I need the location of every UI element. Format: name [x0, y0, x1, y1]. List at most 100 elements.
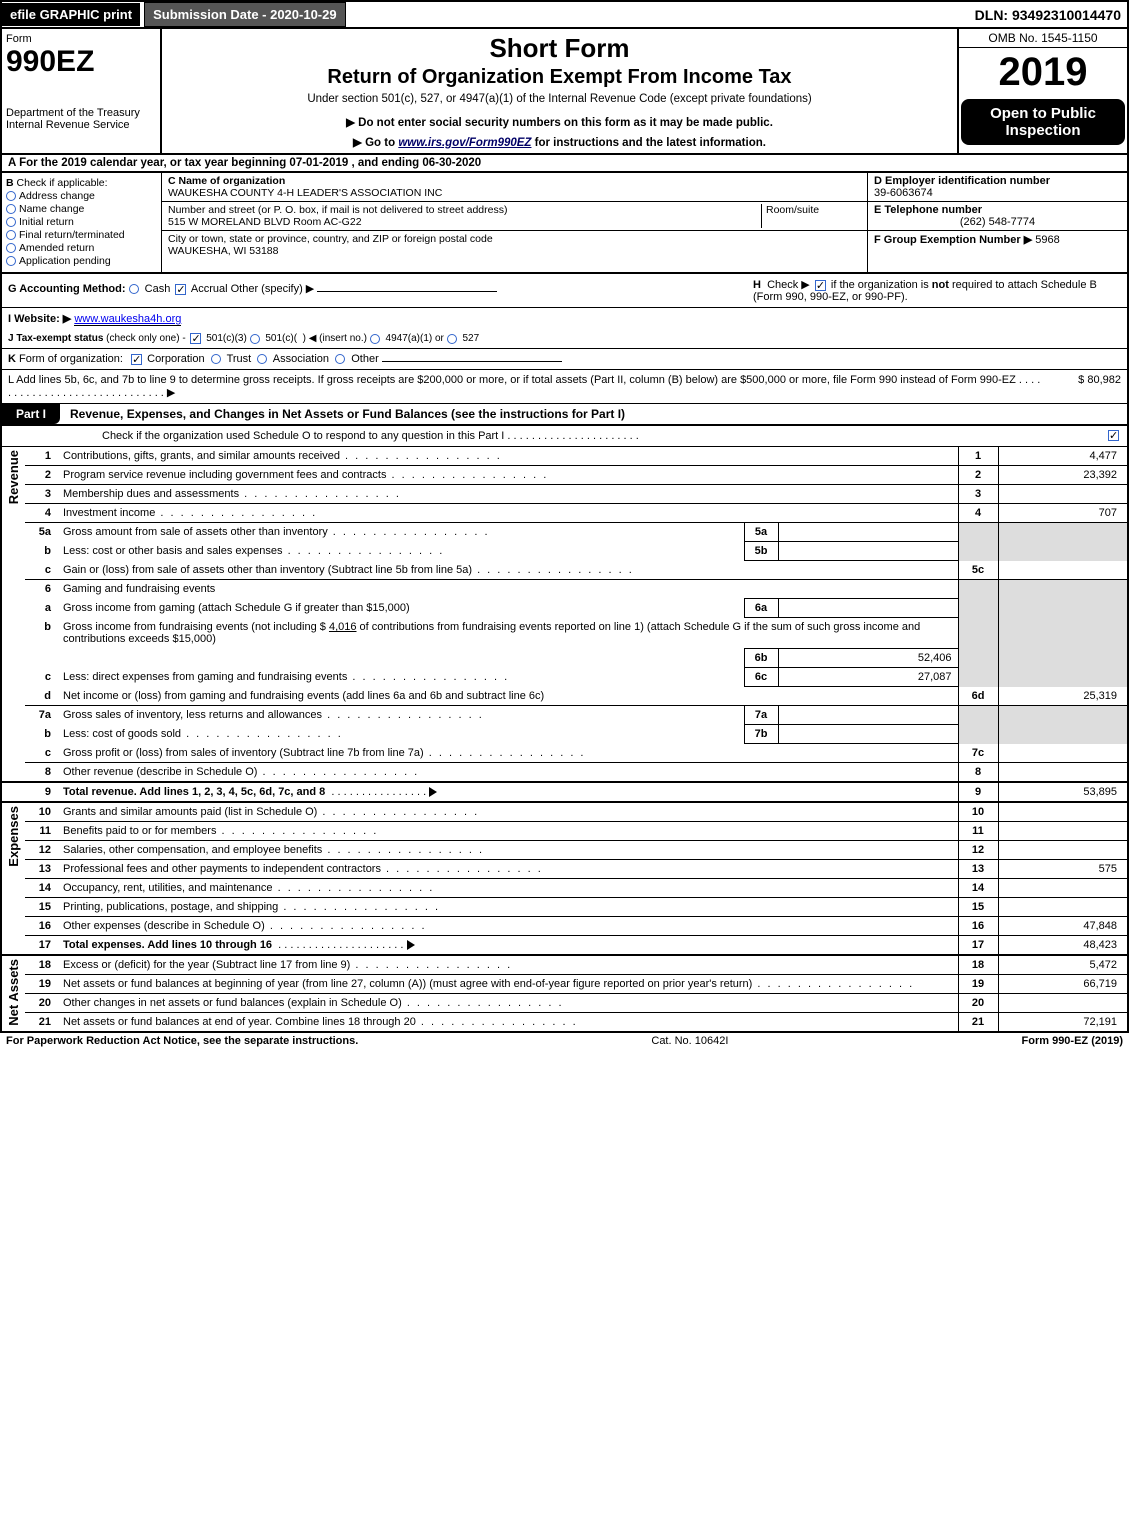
- chk-name-change[interactable]: Name change: [6, 203, 157, 215]
- chk-4947[interactable]: [370, 334, 380, 344]
- val-12: [998, 841, 1128, 860]
- val-14: [998, 879, 1128, 898]
- row-l: L Add lines 5b, 6c, and 7b to line 9 to …: [0, 369, 1129, 403]
- side-expenses: Expenses: [1, 802, 25, 955]
- chk-initial-return[interactable]: Initial return: [6, 216, 157, 228]
- val-21: 72,191: [998, 1013, 1128, 1033]
- side-revenue: Revenue: [1, 447, 25, 782]
- page-footer: For Paperwork Reduction Act Notice, see …: [0, 1033, 1129, 1049]
- row-gh: G Accounting Method: Cash Accrual Other …: [0, 274, 1129, 307]
- block-bcdef: B Check if applicable: Address change Na…: [0, 173, 1129, 274]
- val-3: [998, 485, 1128, 504]
- other-specify-input[interactable]: [317, 291, 497, 292]
- section-b: B Check if applicable: Address change Na…: [2, 173, 162, 272]
- row-h: H Check ▶ if the organization is not req…: [747, 274, 1127, 307]
- form-number: 990EZ: [6, 45, 156, 79]
- val-18: 5,472: [998, 955, 1128, 975]
- header-right: OMB No. 1545-1150 2019 Open to Public In…: [957, 29, 1127, 153]
- val-13: 575: [998, 860, 1128, 879]
- val-6d: 25,319: [998, 687, 1128, 706]
- goto-prefix: ▶ Go to: [353, 137, 398, 149]
- val-9: 53,895: [998, 782, 1128, 802]
- ein-value: 39-6063674: [874, 187, 1121, 199]
- val-11: [998, 822, 1128, 841]
- subtitle-goto: ▶ Go to www.irs.gov/Form990EZ for instru…: [170, 135, 949, 149]
- row-l-amount: $ 80,982: [1041, 374, 1121, 399]
- submission-date-button[interactable]: Submission Date - 2020-10-29: [144, 2, 346, 27]
- val-8: [998, 763, 1128, 783]
- chk-cash[interactable]: [129, 284, 139, 294]
- website-link[interactable]: www.waukesha4h.org: [74, 313, 181, 326]
- subtitle-code: Under section 501(c), 527, or 4947(a)(1)…: [170, 93, 949, 105]
- header-center: Short Form Return of Organization Exempt…: [162, 29, 957, 153]
- chk-schedule-o[interactable]: [1108, 430, 1119, 441]
- omb-number: OMB No. 1545-1150: [959, 29, 1127, 48]
- val-16: 47,848: [998, 917, 1128, 936]
- val-6b: 52,406: [778, 649, 958, 668]
- department-label: Department of the Treasury Internal Reve…: [6, 107, 156, 131]
- section-def: D Employer identification number 39-6063…: [867, 173, 1127, 272]
- part1-title: Revenue, Expenses, and Changes in Net As…: [60, 407, 1127, 421]
- chk-501c3[interactable]: [190, 333, 201, 344]
- row-a-tax-year: A For the 2019 calendar year, or tax yea…: [0, 155, 1129, 173]
- val-10: [998, 802, 1128, 822]
- val-15: [998, 898, 1128, 917]
- chk-501c[interactable]: [250, 334, 260, 344]
- row-i: I Website: ▶ www.waukesha4h.org: [0, 307, 1129, 329]
- tax-year: 2019: [959, 48, 1127, 97]
- val-2: 23,392: [998, 466, 1128, 485]
- chk-schedule-b[interactable]: [815, 280, 826, 291]
- part1-header: Part I Revenue, Expenses, and Changes in…: [0, 403, 1129, 426]
- phone-label: E Telephone number: [874, 204, 1121, 216]
- val-1: 4,477: [998, 447, 1128, 466]
- open-public-badge: Open to Public Inspection: [961, 99, 1125, 145]
- chk-application-pending[interactable]: Application pending: [6, 255, 157, 267]
- section-c: C Name of organization WAUKESHA COUNTY 4…: [162, 173, 867, 272]
- val-7b: [778, 725, 958, 744]
- chk-527[interactable]: [447, 334, 457, 344]
- website-label: I Website: ▶: [8, 313, 71, 325]
- chk-trust[interactable]: [211, 354, 221, 364]
- footer-left: For Paperwork Reduction Act Notice, see …: [6, 1035, 358, 1047]
- efile-print-button[interactable]: efile GRAPHIC print: [2, 3, 140, 26]
- arrow-icon: [407, 940, 415, 950]
- row-l-text: L Add lines 5b, 6c, and 7b to line 9 to …: [8, 374, 1041, 399]
- accounting-method-label: G Accounting Method:: [8, 283, 126, 295]
- chk-association[interactable]: [257, 354, 267, 364]
- line-6b-desc: Gross income from fundraising events (no…: [59, 618, 958, 649]
- section-b-label: B: [6, 177, 14, 189]
- row-k: K Form of organization: Corporation Trus…: [0, 348, 1129, 369]
- footer-right: Form 990-EZ (2019): [1022, 1035, 1123, 1047]
- part1-tab: Part I: [2, 404, 60, 424]
- title-return: Return of Organization Exempt From Incom…: [170, 66, 949, 89]
- val-6a: [778, 599, 958, 618]
- row-g: G Accounting Method: Cash Accrual Other …: [2, 274, 747, 307]
- part1-table: Revenue 1 Contributions, gifts, grants, …: [0, 447, 1129, 1033]
- chk-corporation[interactable]: [131, 354, 142, 365]
- irs-link[interactable]: www.irs.gov/Form990EZ: [398, 137, 531, 149]
- form-header: Form 990EZ Department of the Treasury In…: [0, 29, 1129, 155]
- room-suite-label: Room/suite: [761, 204, 861, 228]
- title-short-form: Short Form: [170, 33, 949, 64]
- addr-label: Number and street (or P. O. box, if mail…: [168, 204, 761, 216]
- chk-final-return[interactable]: Final return/terminated: [6, 229, 157, 241]
- val-5a: [778, 523, 958, 542]
- phone-value: (262) 548-7774: [874, 216, 1121, 228]
- chk-amended-return[interactable]: Amended return: [6, 242, 157, 254]
- group-exemption-label: F Group Exemption Number ▶: [874, 234, 1032, 246]
- val-20: [998, 994, 1128, 1013]
- chk-accrual[interactable]: [175, 284, 186, 295]
- city-value: WAUKESHA, WI 53188: [168, 245, 861, 257]
- form-label: Form: [6, 33, 156, 45]
- goto-suffix: for instructions and the latest informat…: [531, 137, 766, 149]
- val-17: 48,423: [998, 936, 1128, 956]
- chk-address-change[interactable]: Address change: [6, 190, 157, 202]
- footer-center: Cat. No. 10642I: [358, 1035, 1021, 1047]
- part1-checkline: Check if the organization used Schedule …: [0, 426, 1129, 447]
- top-bar: efile GRAPHIC print Submission Date - 20…: [0, 0, 1129, 29]
- chk-other-org[interactable]: [335, 354, 345, 364]
- val-7a: [778, 706, 958, 725]
- check-if-applicable: Check if applicable:: [17, 177, 108, 189]
- other-org-input[interactable]: [382, 361, 562, 362]
- dln-label: DLN: 93492310014470: [975, 7, 1127, 23]
